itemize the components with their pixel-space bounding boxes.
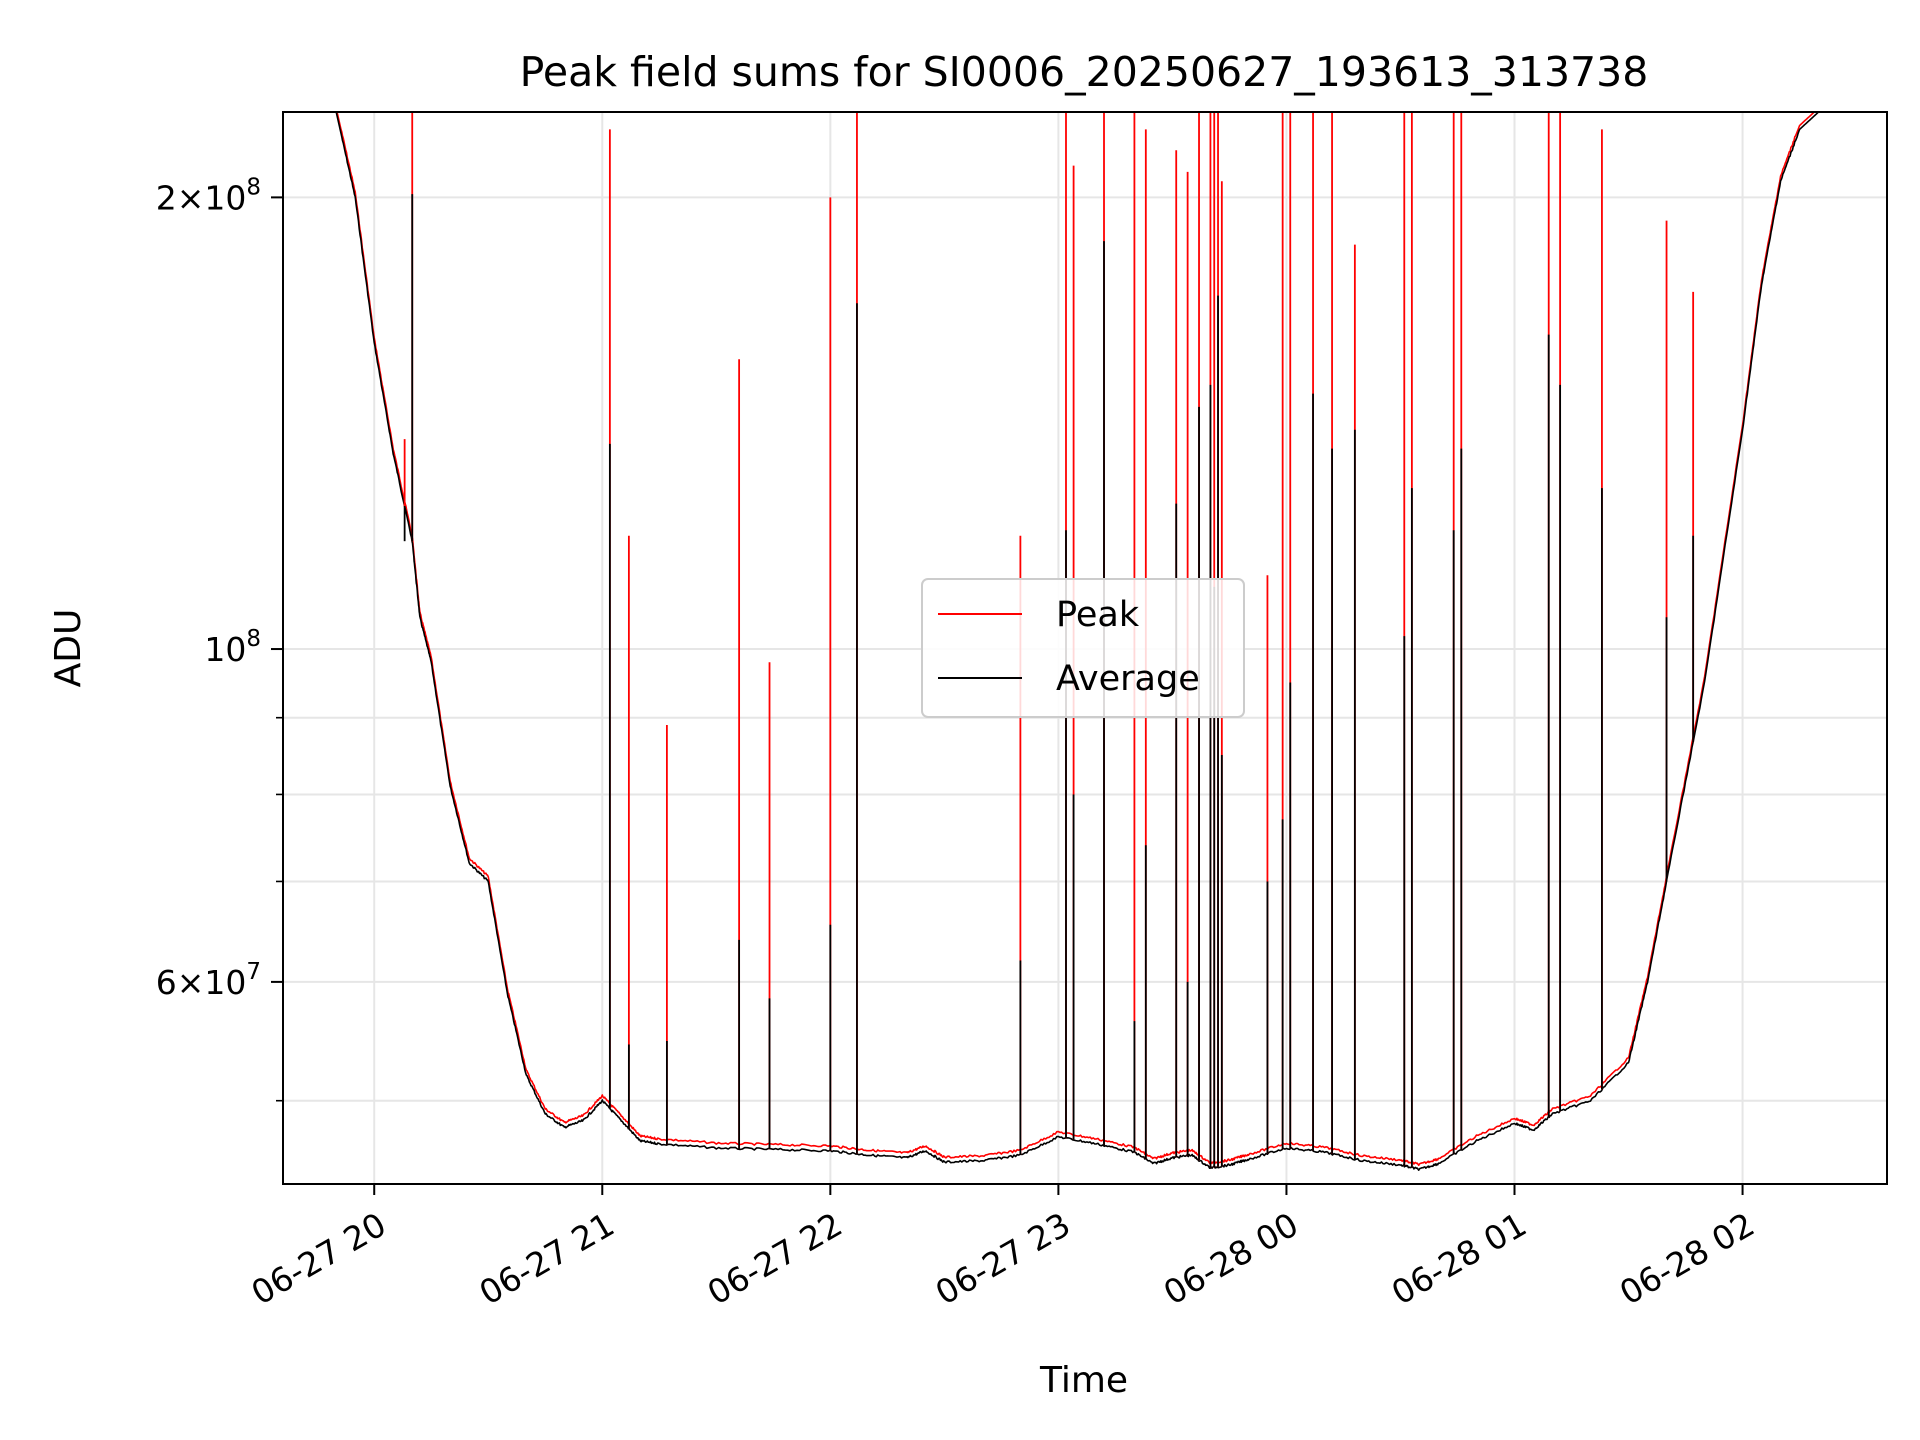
y-axis-label: ADU bbox=[48, 609, 89, 688]
y-tick-label: 108 bbox=[204, 626, 261, 669]
x-axis-label: Time bbox=[1039, 1360, 1128, 1401]
chart-title: Peak field sums for SI0006_20250627_1936… bbox=[520, 48, 1649, 96]
legend: Peak Average bbox=[921, 578, 1245, 718]
series-line-peak bbox=[283, 112, 1887, 1167]
plot-frame bbox=[282, 111, 1888, 1185]
legend-label-average: Average bbox=[1056, 659, 1200, 699]
y-tick-label: 2×108 bbox=[156, 174, 261, 217]
series-line-average bbox=[283, 112, 1887, 1171]
plot-series bbox=[283, 112, 1887, 1171]
y-axis: 2×108 108 6×107 bbox=[156, 174, 283, 1102]
y-tick-label: 6×107 bbox=[156, 959, 261, 1002]
spike-marks bbox=[403, 112, 1695, 1168]
legend-label-peak: Peak bbox=[1056, 595, 1140, 635]
